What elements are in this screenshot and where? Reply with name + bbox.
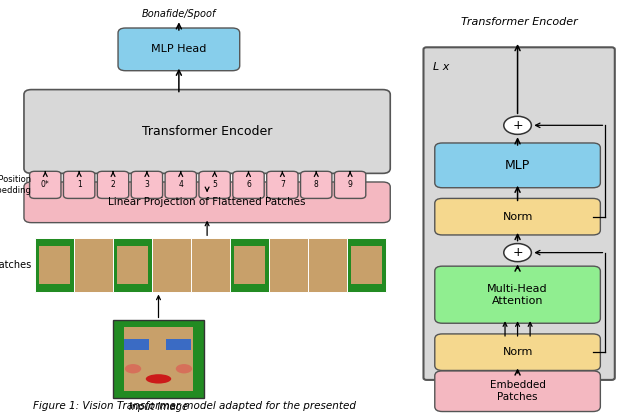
Bar — [308, 238, 347, 292]
Bar — [124, 339, 149, 350]
Text: L x: L x — [433, 62, 449, 72]
Bar — [166, 339, 191, 350]
Text: Transformer Encoder: Transformer Encoder — [142, 125, 272, 138]
FancyBboxPatch shape — [435, 334, 600, 370]
Text: +: + — [512, 246, 523, 259]
Bar — [116, 246, 148, 284]
Text: Multi-Head
Attention: Multi-Head Attention — [487, 284, 548, 305]
Text: Transformer Encoder: Transformer Encoder — [461, 17, 577, 27]
FancyBboxPatch shape — [435, 371, 600, 411]
Text: 4: 4 — [179, 180, 183, 189]
Ellipse shape — [125, 364, 141, 373]
FancyBboxPatch shape — [24, 182, 390, 222]
Text: 9: 9 — [348, 180, 353, 189]
FancyBboxPatch shape — [335, 171, 366, 199]
Ellipse shape — [146, 374, 172, 383]
Text: 0*: 0* — [41, 180, 50, 189]
Bar — [269, 238, 308, 292]
FancyBboxPatch shape — [424, 47, 615, 380]
Bar — [230, 238, 269, 292]
Text: Linear Projection of Flattened Patches: Linear Projection of Flattened Patches — [108, 197, 306, 207]
Bar — [351, 246, 382, 284]
Text: 2: 2 — [111, 180, 115, 189]
Text: 1: 1 — [77, 180, 81, 189]
Bar — [347, 238, 386, 292]
FancyBboxPatch shape — [131, 171, 163, 199]
FancyBboxPatch shape — [267, 171, 298, 199]
FancyBboxPatch shape — [301, 171, 332, 199]
Text: Norm: Norm — [502, 212, 532, 222]
Bar — [234, 246, 265, 284]
Text: Figure 1: Vision Transformer model adapted for the presented: Figure 1: Vision Transformer model adapt… — [33, 401, 356, 411]
Text: 5: 5 — [212, 180, 217, 189]
Bar — [152, 238, 191, 292]
Text: 7: 7 — [280, 180, 285, 189]
FancyBboxPatch shape — [435, 199, 600, 235]
Text: 6: 6 — [246, 180, 251, 189]
Text: MLP: MLP — [505, 159, 530, 172]
Text: +: + — [512, 119, 523, 132]
Text: Patch + Position
Embedding: Patch + Position Embedding — [0, 175, 31, 194]
FancyBboxPatch shape — [24, 90, 390, 173]
Bar — [38, 246, 70, 284]
FancyBboxPatch shape — [118, 28, 240, 71]
FancyBboxPatch shape — [199, 171, 230, 199]
Text: 3: 3 — [145, 180, 149, 189]
FancyBboxPatch shape — [165, 171, 196, 199]
Text: Norm: Norm — [502, 347, 532, 357]
Bar — [113, 321, 204, 398]
FancyBboxPatch shape — [233, 171, 264, 199]
Bar — [74, 238, 113, 292]
Bar — [35, 238, 74, 292]
FancyBboxPatch shape — [435, 266, 600, 323]
Circle shape — [504, 116, 531, 134]
FancyBboxPatch shape — [29, 171, 61, 199]
Ellipse shape — [176, 364, 192, 373]
Text: Input Image: Input Image — [129, 403, 188, 412]
Text: Embedded
Patches: Embedded Patches — [490, 380, 545, 402]
FancyBboxPatch shape — [63, 171, 95, 199]
Text: Bonafide/Spoof: Bonafide/Spoof — [141, 8, 216, 18]
FancyBboxPatch shape — [435, 143, 600, 188]
Bar — [124, 326, 193, 391]
Text: 8: 8 — [314, 180, 319, 189]
FancyBboxPatch shape — [97, 171, 129, 199]
Circle shape — [504, 243, 531, 261]
Bar — [113, 238, 152, 292]
Text: MLP Head: MLP Head — [151, 44, 207, 54]
Text: Patches: Patches — [0, 260, 31, 270]
Bar — [191, 238, 230, 292]
